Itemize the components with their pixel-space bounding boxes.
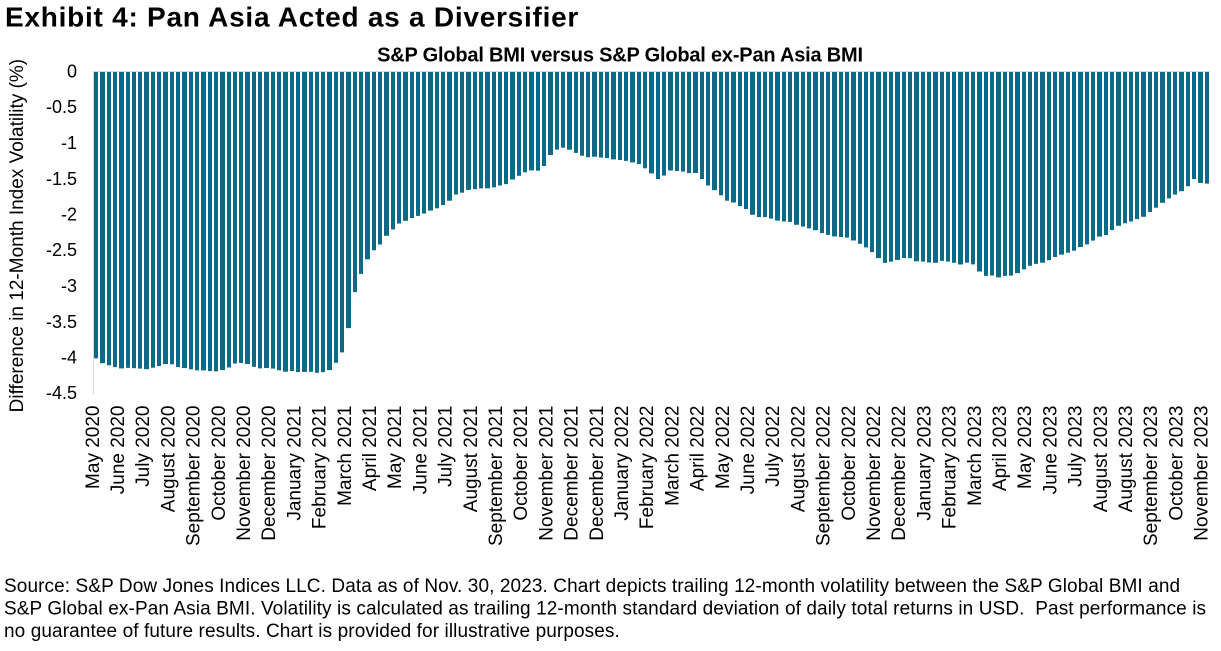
svg-text:June 2020: June 2020 xyxy=(108,406,129,495)
svg-text:-1.5: -1.5 xyxy=(46,169,77,189)
svg-text:August 2023: August 2023 xyxy=(1116,406,1137,513)
svg-text:October 2021: October 2021 xyxy=(511,406,532,521)
svg-text:-2.5: -2.5 xyxy=(46,240,77,260)
svg-text:December 2021: December 2021 xyxy=(562,406,583,541)
svg-text:June 2021: June 2021 xyxy=(410,406,431,495)
svg-text:February 2021: February 2021 xyxy=(310,406,331,530)
svg-text:April 2021: April 2021 xyxy=(360,406,381,492)
svg-text:September 2023: September 2023 xyxy=(1141,406,1162,547)
svg-text:May 2021: May 2021 xyxy=(385,406,406,489)
svg-text:S&P Global ex-Pan Asia BMI. Vo: S&P Global ex-Pan Asia BMI. Volatility i… xyxy=(4,599,1206,620)
svg-text:July 2020: July 2020 xyxy=(133,406,154,487)
svg-text:March 2022: March 2022 xyxy=(662,406,683,506)
svg-text:November 2022: November 2022 xyxy=(864,406,885,541)
svg-text:January 2022: January 2022 xyxy=(612,406,633,521)
svg-text:Difference in 12-Month Index V: Difference in 12-Month Index Volatility … xyxy=(7,59,28,412)
svg-text:May 2020: May 2020 xyxy=(83,406,104,489)
svg-text:August 2020: August 2020 xyxy=(158,406,179,513)
svg-text:August 2021: August 2021 xyxy=(461,406,482,513)
svg-text:January 2023: January 2023 xyxy=(914,406,935,521)
svg-text:September 2021: September 2021 xyxy=(486,406,507,547)
svg-text:Exhibit 4: Pan Asia Acted as a: Exhibit 4: Pan Asia Acted as a Diversifi… xyxy=(5,2,579,33)
svg-text:May 2022: May 2022 xyxy=(713,406,734,489)
svg-text:June 2023: June 2023 xyxy=(1040,406,1061,495)
svg-text:March 2021: March 2021 xyxy=(335,406,356,506)
svg-text:February 2022: February 2022 xyxy=(637,406,658,530)
svg-text:July 2023: July 2023 xyxy=(1066,406,1087,487)
svg-text:no guarantee of future results: no guarantee of future results. Chart is… xyxy=(4,621,620,642)
svg-text:-4.5: -4.5 xyxy=(46,383,77,403)
svg-text:-2: -2 xyxy=(61,205,77,225)
svg-text:October 2020: October 2020 xyxy=(209,406,230,521)
svg-text:Source: S&P Dow Jones Indices: Source: S&P Dow Jones Indices LLC. Data … xyxy=(4,576,1180,597)
svg-text:October 2023: October 2023 xyxy=(1166,406,1187,521)
svg-text:December 2020: December 2020 xyxy=(259,406,280,541)
svg-text:September 2022: September 2022 xyxy=(814,406,835,547)
svg-text:January 2021: January 2021 xyxy=(284,406,305,521)
svg-text:September 2020: September 2020 xyxy=(184,406,205,547)
svg-text:August 2022: August 2022 xyxy=(788,406,809,513)
svg-text:July 2022: July 2022 xyxy=(763,406,784,487)
svg-text:February 2023: February 2023 xyxy=(940,406,961,530)
svg-text:-0.5: -0.5 xyxy=(46,97,77,117)
svg-text:December 2022: December 2022 xyxy=(889,405,910,540)
svg-text:March 2023: March 2023 xyxy=(965,406,986,506)
svg-text:November 2021: November 2021 xyxy=(536,406,557,541)
svg-text:S&P Global BMI versus S&P Glob: S&P Global BMI versus S&P Global ex-Pan … xyxy=(377,45,863,67)
svg-text:December 2021: December 2021 xyxy=(587,406,608,541)
svg-text:-1: -1 xyxy=(61,133,77,153)
svg-text:-3: -3 xyxy=(61,276,77,296)
svg-text:November 2023: November 2023 xyxy=(1192,406,1213,541)
svg-text:April 2023: April 2023 xyxy=(990,406,1011,492)
svg-text:April 2022: April 2022 xyxy=(688,406,709,492)
svg-text:June 2022: June 2022 xyxy=(738,406,759,495)
svg-text:October 2022: October 2022 xyxy=(839,406,860,521)
svg-text:August 2023: August 2023 xyxy=(1091,406,1112,513)
svg-text:November 2020: November 2020 xyxy=(234,406,255,541)
svg-text:May 2023: May 2023 xyxy=(1015,406,1036,489)
svg-text:July 2021: July 2021 xyxy=(436,405,457,486)
svg-text:-4: -4 xyxy=(61,348,77,368)
svg-text:0: 0 xyxy=(67,62,77,82)
svg-text:-3.5: -3.5 xyxy=(46,312,77,332)
